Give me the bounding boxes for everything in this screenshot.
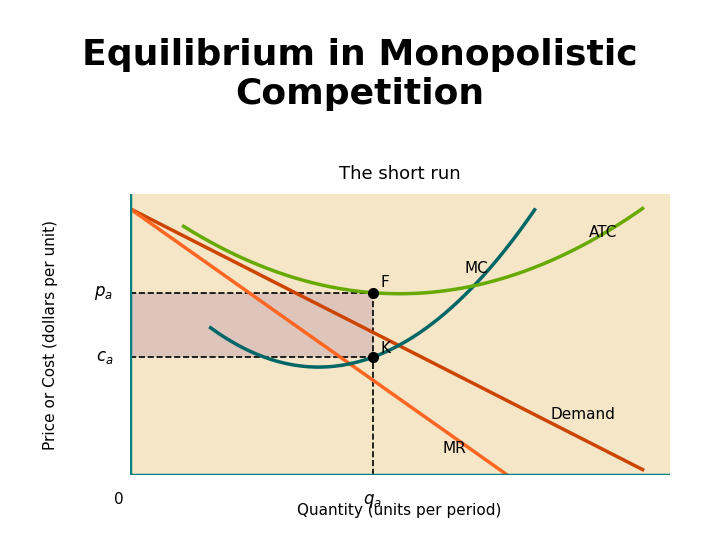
Text: $p_a$: $p_a$ — [94, 284, 114, 302]
Text: $q_a$: $q_a$ — [363, 492, 382, 510]
Text: The short run: The short run — [339, 165, 460, 183]
Text: F: F — [381, 275, 390, 290]
Text: Equilibrium in Monopolistic
Competition: Equilibrium in Monopolistic Competition — [82, 38, 638, 111]
Text: $c_a$: $c_a$ — [96, 348, 114, 366]
Text: 0: 0 — [114, 492, 124, 507]
Bar — [130, 293, 373, 357]
Text: Quantity (units per period): Quantity (units per period) — [297, 503, 502, 518]
Text: Price or Cost (dollars per unit): Price or Cost (dollars per unit) — [43, 220, 58, 450]
Text: Demand: Demand — [551, 407, 616, 422]
Text: K: K — [381, 341, 391, 356]
Text: MC: MC — [464, 261, 488, 276]
Text: ATC: ATC — [588, 225, 617, 240]
Text: MR: MR — [443, 441, 467, 456]
